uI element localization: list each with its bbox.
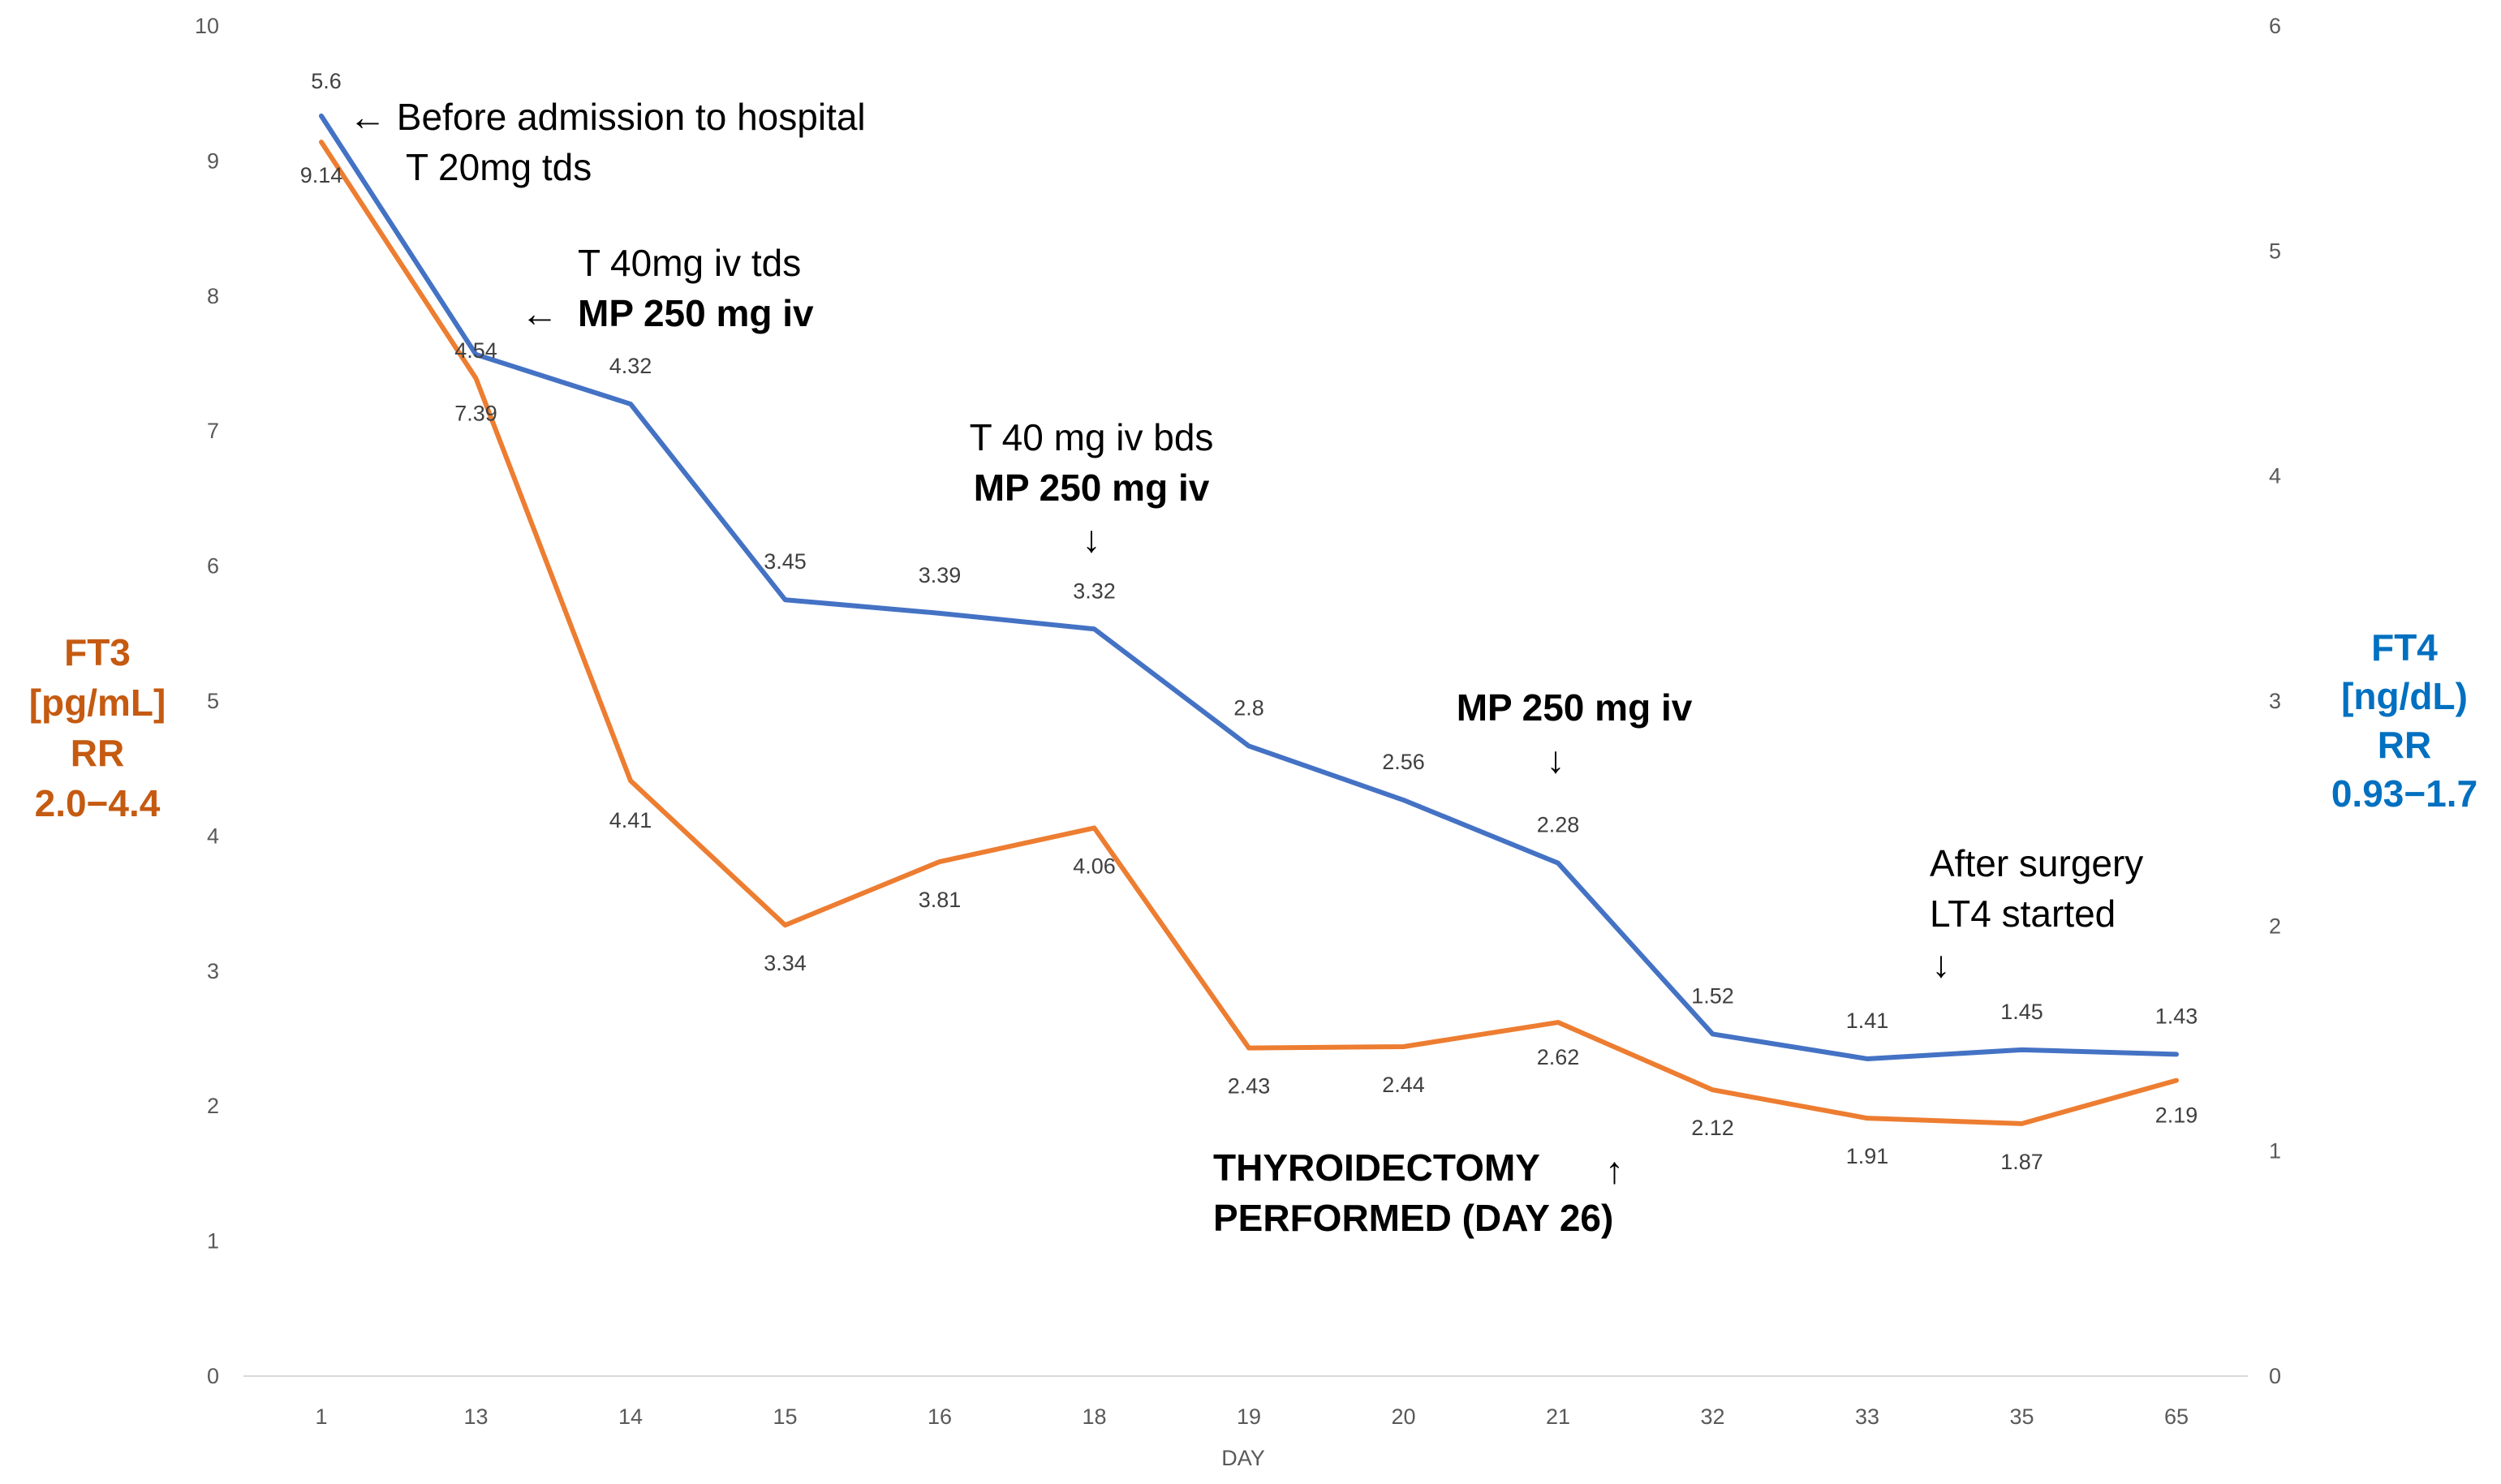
x-tick-label: 14 xyxy=(618,1404,643,1429)
x-tick-label: 32 xyxy=(1700,1404,1724,1429)
svg-text:PERFORMED (DAY 26): PERFORMED (DAY 26) xyxy=(1213,1197,1613,1239)
svg-text:After surgery: After surgery xyxy=(1930,842,2143,884)
svg-text:MP 250 mg iv: MP 250 mg iv xyxy=(974,467,1210,509)
series-lines xyxy=(319,113,2179,1126)
ft3-data-label: 2.19 xyxy=(2155,1103,2198,1128)
svg-text:LT4 started: LT4 started xyxy=(1930,893,2116,935)
ft3-data-label: 4.41 xyxy=(609,808,652,832)
x-axis-title: DAY xyxy=(1221,1446,1265,1470)
svg-text:↑: ↑ xyxy=(1605,1149,1624,1191)
left-tick-label: 10 xyxy=(195,14,219,38)
ft4-data-label: 4.54 xyxy=(454,338,497,363)
left-tick-label: 3 xyxy=(207,959,219,983)
series-data-labels: 9.14 7.39 4.41 3.34 3.81 4.06 2.43 2.44 2.62 2.12… xyxy=(300,69,2198,1174)
right-tick-label: 2 xyxy=(2269,914,2281,938)
svg-text:[pg/mL]: [pg/mL] xyxy=(29,682,166,724)
ft4-data-label: 1.45 xyxy=(2000,1000,2043,1024)
left-tick-labels: 0 1 2 3 4 5 6 7 8 9 10 xyxy=(195,14,219,1388)
ft4-data-label: 3.39 xyxy=(919,563,962,587)
left-tick-label: 5 xyxy=(207,689,219,713)
right-tick-label: 1 xyxy=(2269,1139,2281,1164)
svg-text:MP 250 mg iv: MP 250 mg iv xyxy=(578,292,814,334)
svg-text:2.0−4.4: 2.0−4.4 xyxy=(35,782,161,824)
ft3-data-label: 3.34 xyxy=(764,951,807,975)
annotation-day18: T 40 mg iv bds MP 250 mg iv ↓ xyxy=(970,416,1214,560)
svg-text:MP 250 mg iv: MP 250 mg iv xyxy=(1457,686,1693,729)
ft3-data-label: 3.81 xyxy=(919,888,962,912)
annotation-surgery: THYROIDECTOMY ↑ PERFORMED (DAY 26) xyxy=(1213,1146,1624,1239)
x-tick-labels: 1 13 14 15 16 18 19 20 21 32 33 35 65 xyxy=(315,1404,2189,1429)
x-tick-label: 65 xyxy=(2164,1404,2189,1429)
ft3-data-label: 1.91 xyxy=(1846,1144,1889,1168)
svg-text:T 40mg iv tds: T 40mg iv tds xyxy=(578,242,801,284)
ft3-series-line xyxy=(319,140,2179,1126)
ft4-data-label: 1.52 xyxy=(1691,983,1734,1008)
svg-text:RR: RR xyxy=(71,732,124,774)
x-tick-label: 18 xyxy=(1082,1404,1106,1429)
right-tick-labels: 0 1 2 3 4 5 6 xyxy=(2269,14,2281,1388)
right-tick-label: 3 xyxy=(2269,689,2281,713)
left-tick-label: 7 xyxy=(207,419,219,443)
x-tick-label: 33 xyxy=(1855,1404,1879,1429)
ft4-data-label: 1.43 xyxy=(2155,1004,2198,1028)
svg-text:[ng/dL): [ng/dL) xyxy=(2341,675,2468,717)
left-tick-label: 6 xyxy=(207,554,219,579)
right-tick-label: 6 xyxy=(2269,14,2281,38)
x-tick-label: 20 xyxy=(1391,1404,1415,1429)
svg-text:↓: ↓ xyxy=(1083,518,1101,560)
ft4-data-label: 5.6 xyxy=(311,69,342,93)
left-axis-title: FT3 [pg/mL] RR 2.0−4.4 xyxy=(29,631,166,824)
x-tick-label: 21 xyxy=(1546,1404,1570,1429)
x-tick-label: 1 xyxy=(315,1404,327,1429)
svg-text:←: ← xyxy=(521,292,558,334)
right-tick-label: 4 xyxy=(2269,464,2281,488)
annotation-day13: T 40mg iv tds ← MP 250 mg iv xyxy=(521,242,814,334)
ft3-data-label: 4.06 xyxy=(1073,854,1116,878)
annotation-day21: MP 250 mg iv ↓ xyxy=(1457,686,1693,781)
ft4-data-label: 3.45 xyxy=(764,549,807,574)
ft3-data-label: 1.87 xyxy=(2000,1150,2043,1174)
right-axis-title: FT4 [ng/dL) RR 0.93−1.7 xyxy=(2331,626,2477,815)
svg-text:FT3: FT3 xyxy=(64,631,131,673)
left-tick-label: 0 xyxy=(207,1364,219,1388)
svg-text:T 40 mg iv bds: T 40 mg iv bds xyxy=(970,416,1214,458)
ft3-data-label: 2.62 xyxy=(1537,1045,1580,1069)
svg-text:0.93−1.7: 0.93−1.7 xyxy=(2331,772,2477,815)
x-tick-label: 13 xyxy=(463,1404,488,1429)
ft4-data-label: 3.32 xyxy=(1073,579,1116,603)
svg-text:RR: RR xyxy=(2378,724,2431,766)
left-tick-label: 8 xyxy=(207,284,219,308)
svg-text:← Before admission to hospital: ← Before admission to hospital xyxy=(349,96,866,138)
ft3-data-label: 9.14 xyxy=(300,163,343,187)
ft4-data-label: 2.8 xyxy=(1233,695,1264,720)
x-tick-label: 16 xyxy=(928,1404,952,1429)
x-tick-label: 19 xyxy=(1237,1404,1261,1429)
ft4-data-label: 2.28 xyxy=(1537,813,1580,837)
ft4-data-label: 2.56 xyxy=(1382,750,1425,774)
x-tick-label: 35 xyxy=(2009,1404,2034,1429)
svg-text:↓: ↓ xyxy=(1547,738,1565,781)
ft4-data-label: 4.32 xyxy=(609,354,652,378)
svg-text:T 20mg tds: T 20mg tds xyxy=(406,146,592,188)
left-tick-label: 2 xyxy=(207,1094,219,1118)
left-tick-label: 1 xyxy=(207,1229,219,1254)
ft3-data-label: 7.39 xyxy=(454,401,497,425)
annotation-after-surgery: After surgery LT4 started ↓ xyxy=(1930,842,2143,985)
ft4-data-label: 1.41 xyxy=(1846,1009,1889,1033)
x-tick-label: 15 xyxy=(773,1404,797,1429)
svg-text:THYROIDECTOMY: THYROIDECTOMY xyxy=(1213,1146,1540,1189)
left-tick-label: 4 xyxy=(207,824,219,848)
right-tick-label: 5 xyxy=(2269,239,2281,263)
svg-text:FT4: FT4 xyxy=(2371,626,2438,669)
ft4-series-line xyxy=(319,113,2179,1061)
left-tick-label: 9 xyxy=(207,148,219,173)
right-tick-label: 0 xyxy=(2269,1364,2281,1388)
ft3-data-label: 2.12 xyxy=(1691,1116,1734,1140)
ft3-data-label: 2.43 xyxy=(1228,1074,1271,1099)
ft3-data-label: 2.44 xyxy=(1382,1073,1425,1097)
svg-text:↓: ↓ xyxy=(1932,943,1951,985)
annotation-admission: ← Before admission to hospital T 20mg td… xyxy=(349,96,866,188)
